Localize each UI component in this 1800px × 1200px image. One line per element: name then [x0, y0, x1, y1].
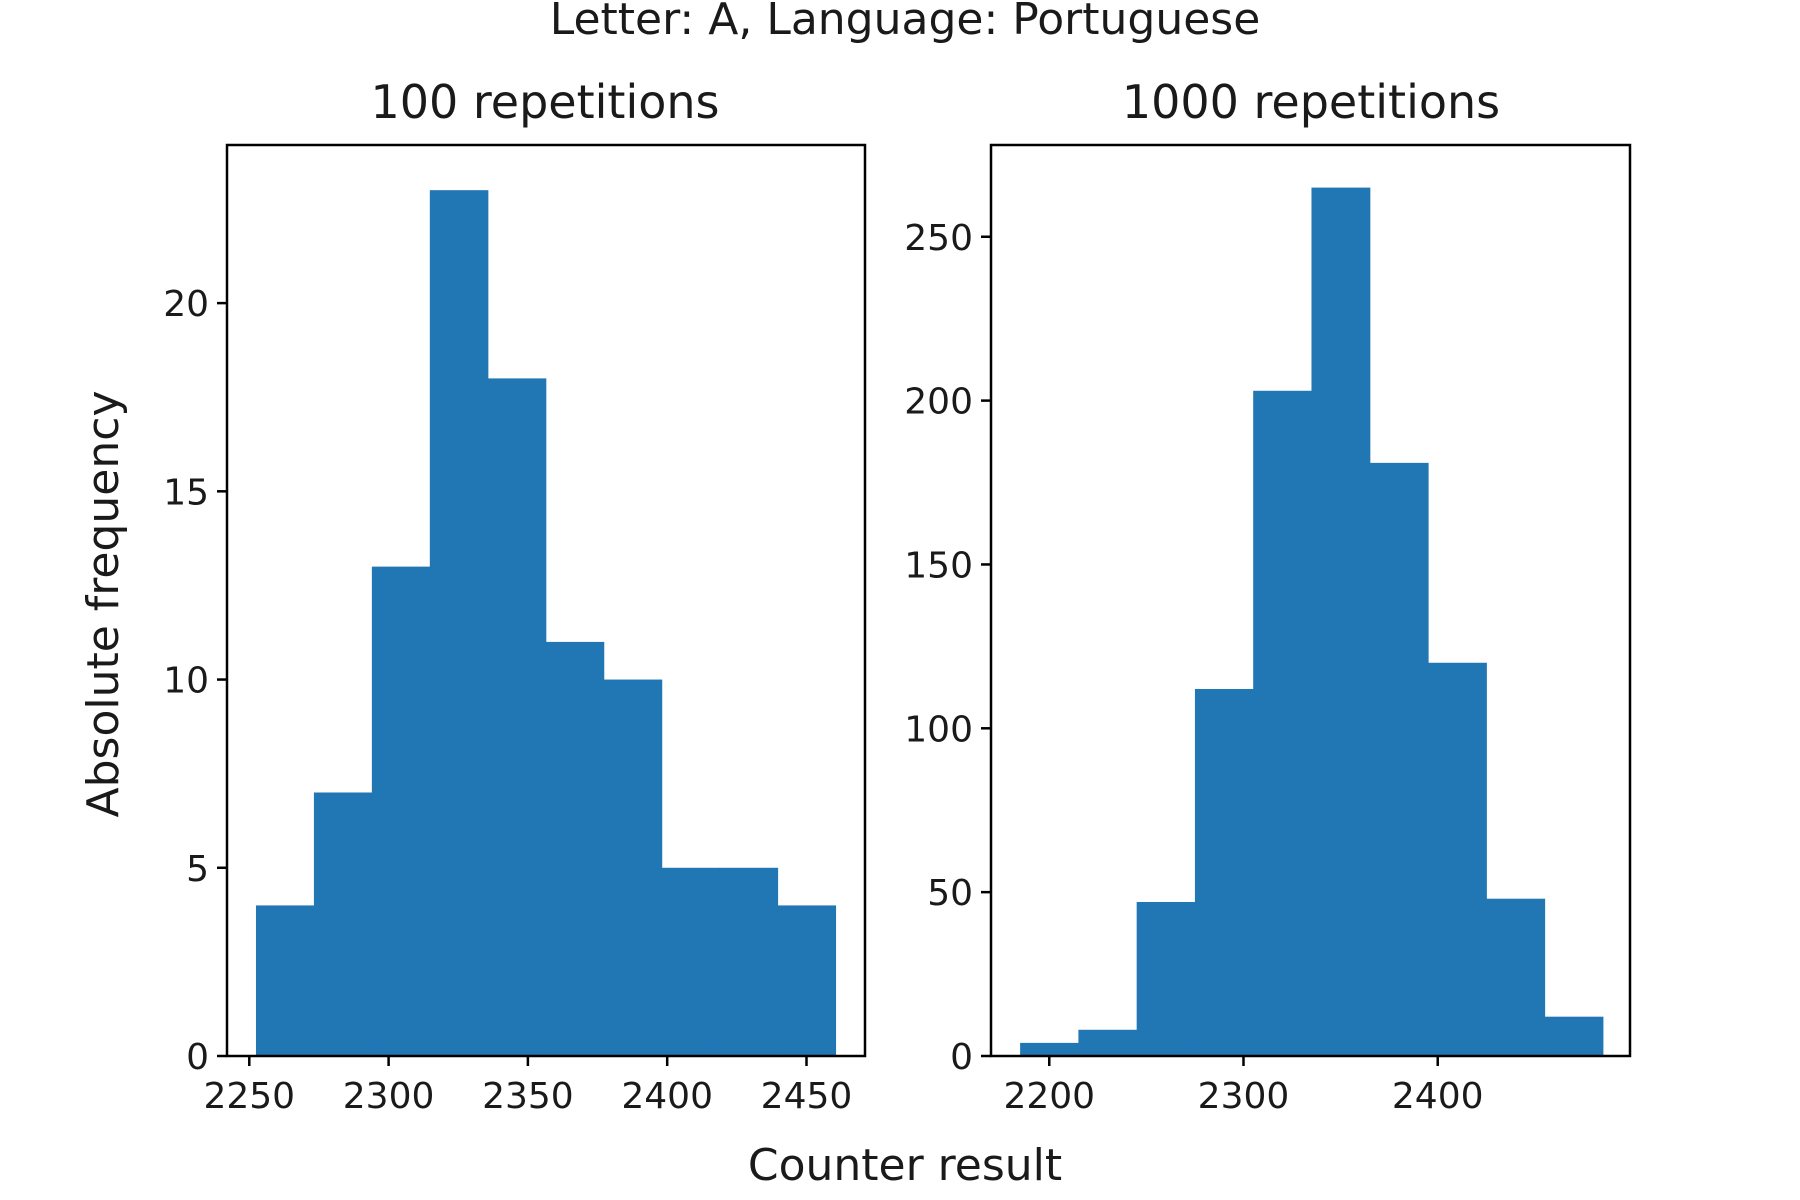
histogram-bar — [1311, 187, 1371, 1057]
histogram-bar — [1136, 901, 1196, 1056]
y-tick-label: 100 — [904, 709, 973, 750]
x-tick-label: 2300 — [1198, 1076, 1290, 1117]
histogram-bar — [1369, 462, 1429, 1056]
histogram-bar — [661, 867, 721, 1056]
axes-frame — [225, 143, 867, 1058]
histogram-bar — [313, 792, 373, 1056]
y-tick-label: 200 — [904, 382, 973, 423]
histogram-bar — [603, 679, 663, 1056]
histogram-bar — [777, 905, 837, 1056]
histogram-bar — [719, 867, 779, 1056]
x-tick-label: 2450 — [761, 1076, 853, 1117]
histogram-bar — [429, 190, 489, 1057]
y-tick-label: 5 — [186, 849, 209, 890]
figure-suptitle: Letter: A, Language: Portuguese — [550, 0, 1261, 45]
panel-100-repetitions: 100 repetitions 2250 2300 2350 2400 2450 0 5 10… — [163, 75, 867, 1117]
histogram-bar — [1486, 898, 1546, 1056]
y-tick-label: 50 — [927, 873, 973, 914]
histogram-bar — [545, 641, 605, 1056]
y-tick-label: 150 — [904, 545, 973, 586]
y-axis-title: Absolute frequency — [78, 391, 129, 818]
histogram-bar — [371, 566, 431, 1056]
y-tick-label: 10 — [163, 661, 209, 702]
axes-frame — [989, 143, 1632, 1058]
histogram-bar — [1194, 688, 1254, 1056]
y-tick-label: 20 — [163, 284, 209, 325]
y-tick-label: 250 — [904, 218, 973, 259]
y-tick-label: 0 — [950, 1037, 973, 1078]
histogram-bar — [1253, 390, 1313, 1056]
histogram-bar — [255, 905, 315, 1056]
x-axis-title: Counter result — [748, 1140, 1062, 1191]
x-tick-label: 2250 — [203, 1076, 295, 1117]
histogram-bar — [487, 378, 547, 1056]
panel-title: 1000 repetitions — [1122, 75, 1500, 129]
histogram-bar — [1078, 1029, 1138, 1056]
histogram-bar — [1428, 662, 1487, 1056]
panel-title: 100 repetitions — [370, 75, 719, 129]
x-tick-label: 2400 — [1392, 1076, 1484, 1117]
y-tick-label: 15 — [163, 472, 209, 513]
x-tick-label: 2200 — [1003, 1076, 1095, 1117]
histogram-bar — [1020, 1042, 1079, 1056]
histogram-bar — [1544, 1016, 1604, 1056]
y-tick-label: 0 — [186, 1037, 209, 1078]
x-tick-label: 2300 — [343, 1076, 435, 1117]
x-tick-label: 2400 — [621, 1076, 713, 1117]
panel-1000-repetitions: 1000 repetitions 2200 2300 2400 0 50 100 150 20… — [904, 75, 1632, 1117]
x-tick-label: 2350 — [482, 1076, 574, 1117]
